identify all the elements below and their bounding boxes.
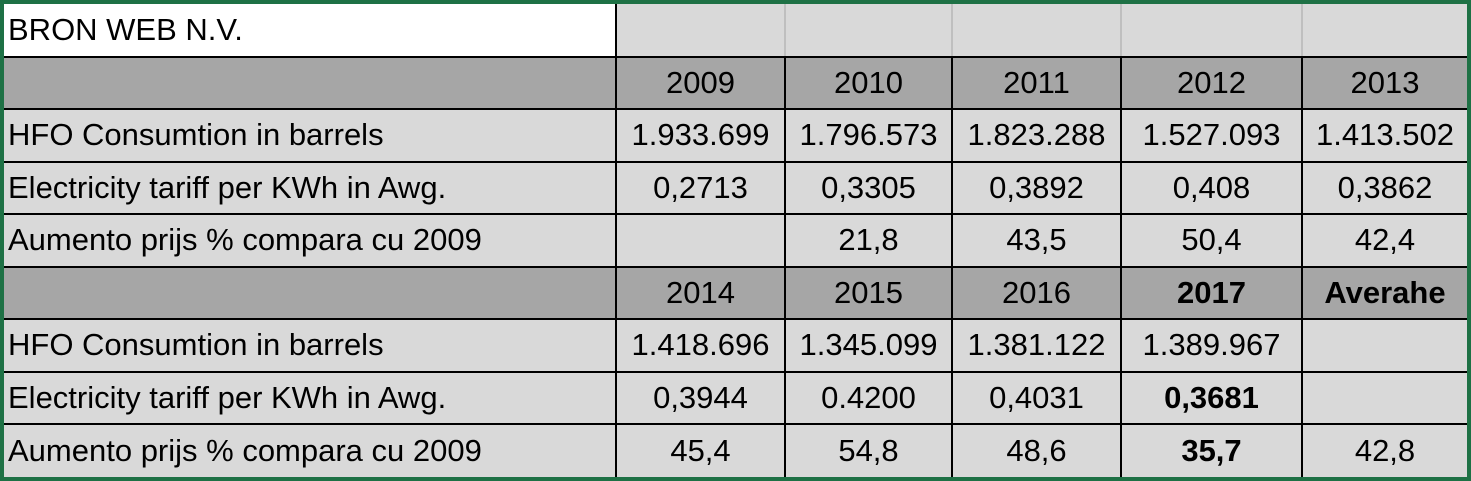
table-row: Electricity tariff per KWh in Awg. 0,3944… (4, 370, 1467, 425)
column-header: 2017 (1120, 265, 1303, 320)
cell: 0,3944 (615, 370, 786, 425)
cell: 0,3305 (784, 160, 953, 215)
cell: 35,7 (1120, 423, 1303, 477)
table-row: 2009 2010 2011 2012 2013 (4, 55, 1467, 110)
cell: 1.796.573 (784, 108, 953, 163)
cell: 1.389.967 (1120, 318, 1303, 373)
table-row: Aumento prijs % compara cu 2009 21,8 43,5 5… (4, 213, 1467, 268)
row-label: Electricity tariff per KWh in Awg. (4, 160, 617, 215)
row-label: HFO Consumtion in barrels (4, 108, 617, 163)
sheet: BRON WEB N.V. 2009 2010 2011 2012 2013 HFO Co… (4, 4, 1467, 477)
cell: 1.413.502 (1301, 108, 1467, 163)
column-header: 2013 (1301, 55, 1467, 110)
cell: 0,3862 (1301, 160, 1467, 215)
table-row: Electricity tariff per KWh in Awg. 0,2713… (4, 160, 1467, 215)
cell: 50,4 (1120, 213, 1303, 268)
cell: 1.527.093 (1120, 108, 1303, 163)
column-header: 2010 (784, 55, 953, 110)
row-label: Electricity tariff per KWh in Awg. (4, 370, 617, 425)
cell: 1.345.099 (784, 318, 953, 373)
empty-cell (1301, 370, 1467, 425)
row-label: Aumento prijs % compara cu 2009 (4, 213, 617, 268)
table-row: Aumento prijs % compara cu 2009 45,4 54,8 4… (4, 423, 1467, 477)
cell: 45,4 (615, 423, 786, 477)
cell: 1.418.696 (615, 318, 786, 373)
table-row: 2014 2015 2016 2017 Averahe (4, 265, 1467, 320)
title-row: BRON WEB N.V. (4, 4, 1467, 58)
empty-cell (615, 213, 786, 268)
cell: 0,3681 (1120, 370, 1303, 425)
column-header: 2009 (615, 55, 786, 110)
column-header: 2011 (951, 55, 1122, 110)
column-header: 2016 (951, 265, 1122, 320)
table-row: HFO Consumtion in barrels 1.933.699 1.796.… (4, 108, 1467, 163)
column-header: Averahe (1301, 265, 1467, 320)
empty-cell (1301, 4, 1467, 58)
cell: 43,5 (951, 213, 1122, 268)
table-body: BRON WEB N.V. 2009 2010 2011 2012 2013 HFO Co… (4, 4, 1467, 477)
empty-cell (951, 4, 1122, 58)
cell: 42,4 (1301, 213, 1467, 268)
cell: 48,6 (951, 423, 1122, 477)
empty-cell (4, 265, 617, 320)
empty-cell (1120, 4, 1303, 58)
empty-cell (615, 4, 786, 58)
row-label: HFO Consumtion in barrels (4, 318, 617, 373)
cell: 54,8 (784, 423, 953, 477)
cell: 0.4200 (784, 370, 953, 425)
cell: 0,4031 (951, 370, 1122, 425)
empty-cell (784, 4, 953, 58)
cell: 21,8 (784, 213, 953, 268)
column-header: 2015 (784, 265, 953, 320)
title-cell: BRON WEB N.V. (4, 4, 617, 58)
row-label: Aumento prijs % compara cu 2009 (4, 423, 617, 477)
empty-cell (1301, 318, 1467, 373)
cell: 0,3892 (951, 160, 1122, 215)
cell: 1.381.122 (951, 318, 1122, 373)
column-header: 2014 (615, 265, 786, 320)
column-header: 2012 (1120, 55, 1303, 110)
empty-cell (4, 55, 617, 110)
data-table: BRON WEB N.V. 2009 2010 2011 2012 2013 HFO Co… (4, 4, 1467, 477)
cell: 42,8 (1301, 423, 1467, 477)
cell: 0,408 (1120, 160, 1303, 215)
table-row: HFO Consumtion in barrels 1.418.696 1.345.… (4, 318, 1467, 373)
cell: 0,2713 (615, 160, 786, 215)
cell: 1.823.288 (951, 108, 1122, 163)
cell: 1.933.699 (615, 108, 786, 163)
